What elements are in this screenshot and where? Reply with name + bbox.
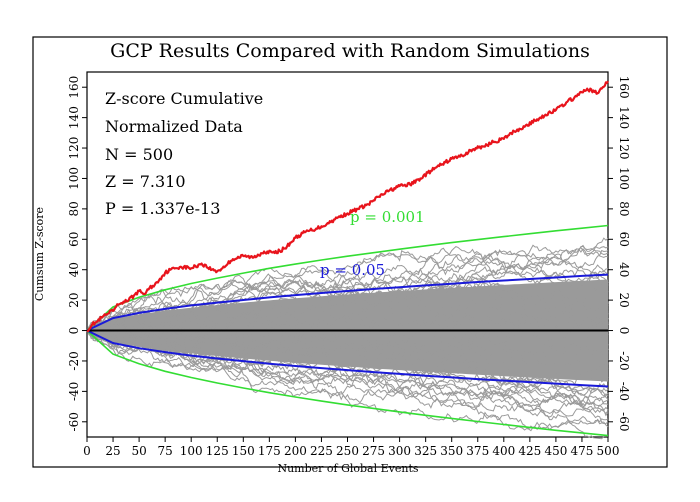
p001-label: p = 0.001	[350, 208, 425, 226]
info-line-1: Z-score Cumulative	[105, 89, 263, 108]
y-tick-label: 0	[67, 327, 81, 335]
envelope-p001-upper-line	[86, 224, 609, 332]
y-tick-label-right: -40	[617, 382, 631, 401]
x-tick-label: 450	[544, 444, 567, 458]
info-line-3: N = 500	[105, 145, 173, 164]
y-tick-label: 100	[67, 167, 81, 190]
simulation-walk-line	[86, 244, 609, 334]
x-tick-label: 350	[440, 444, 463, 458]
x-tick-label: 50	[131, 444, 146, 458]
simulation-walk-line	[86, 282, 609, 340]
info-line-5: P = 1.337e-13	[105, 199, 220, 218]
envelope-p05-lower-line	[86, 329, 609, 388]
y-axis-ticks: -60 -60 -40 -40 -20 -20 0 0 20 20 40 40 60 60 80 80 100 1…	[67, 76, 631, 432]
y-tick-label: 120	[67, 137, 81, 160]
x-tick-label: 25	[105, 444, 120, 458]
y-tick-label: 80	[67, 201, 81, 216]
simulation-walk-line	[86, 274, 609, 334]
info-line-4: Z = 7.310	[105, 172, 186, 191]
y-tick-label-right: 140	[617, 106, 631, 129]
y-tick-label: 140	[67, 106, 81, 129]
simulation-walk-line	[86, 274, 609, 341]
x-tick-label: 375	[466, 444, 489, 458]
simulation-walk-line	[86, 300, 609, 357]
x-tick-label: 500	[597, 444, 620, 458]
simulation-walk-line	[86, 330, 609, 409]
p05-label: p = 0.05	[320, 261, 385, 279]
simulation-walk-line	[86, 313, 609, 358]
x-tick-label: 0	[83, 444, 91, 458]
simulation-walk-line	[86, 253, 609, 332]
x-tick-label: 275	[362, 444, 385, 458]
gcp-series	[86, 80, 609, 333]
y-tick-label: -60	[67, 412, 81, 431]
x-tick-label: 250	[336, 444, 359, 458]
simulation-walk-line	[86, 322, 609, 417]
y-tick-label-right: 100	[617, 167, 631, 190]
simulation-walk-line	[86, 328, 609, 432]
simulation-walk-line	[86, 329, 609, 413]
y-tick-label-right: -20	[617, 351, 631, 370]
y-tick-label: 40	[67, 262, 81, 277]
x-tick-label: 225	[310, 444, 333, 458]
x-tick-label: 475	[570, 444, 593, 458]
y-tick-label-right: -60	[617, 412, 631, 431]
x-tick-label: 125	[206, 444, 229, 458]
simulation-walk-line	[86, 306, 609, 359]
envelope-p05-upper-line	[86, 273, 609, 332]
simulation-walk-line	[86, 313, 609, 363]
y-tick-label: -20	[67, 351, 81, 370]
info-line-2: Normalized Data	[105, 117, 243, 136]
y-tick-label-right: 0	[617, 327, 631, 335]
simulation-walk-line	[86, 330, 609, 411]
y-tick-label-right: 40	[617, 262, 631, 277]
x-tick-label: 75	[158, 444, 173, 458]
y-tick-label: 20	[67, 292, 81, 307]
x-tick-label: 150	[232, 444, 255, 458]
y-tick-label-right: 60	[617, 232, 631, 247]
y-tick-label: -40	[67, 382, 81, 401]
x-tick-label: 400	[492, 444, 515, 458]
x-tick-label: 175	[258, 444, 281, 458]
simulation-walk-line	[86, 330, 609, 440]
y-tick-label-right: 20	[617, 292, 631, 307]
x-tick-label: 200	[284, 444, 307, 458]
x-tick-label: 425	[518, 444, 541, 458]
simulation-walk-line	[86, 330, 609, 392]
chart-title: GCP Results Compared with Random Simulat…	[110, 40, 590, 62]
envelope-lines	[86, 224, 609, 437]
y-axis-label: Cumsum Z-score	[33, 207, 46, 301]
x-axis-ticks: 0 25 50 75 100 125 150 175 200 225 250 275 300 325 350…	[83, 437, 619, 458]
simulation-walk-line	[86, 314, 609, 406]
simulation-walk-line	[87, 245, 609, 332]
x-tick-label: 325	[414, 444, 437, 458]
simulation-walk-line	[86, 282, 609, 333]
simulation-walk-line	[86, 237, 609, 336]
x-tick-label: 100	[180, 444, 203, 458]
y-tick-label-right: 160	[617, 76, 631, 99]
simulation-walk-line	[86, 272, 609, 342]
simulation-walk-line	[86, 249, 609, 334]
y-tick-label: 60	[67, 232, 81, 247]
envelope-p001-lower-line	[86, 329, 609, 437]
simulation-walk-line	[86, 311, 609, 349]
y-tick-label: 160	[67, 76, 81, 99]
y-tick-label-right: 80	[617, 201, 631, 216]
x-tick-label: 300	[388, 444, 411, 458]
simulation-walk-line	[86, 267, 609, 334]
simulation-walk-line	[86, 325, 609, 424]
gcp-line	[86, 80, 609, 333]
x-axis-label: Number of Global Events	[277, 462, 418, 475]
y-tick-label-right: 120	[617, 137, 631, 160]
